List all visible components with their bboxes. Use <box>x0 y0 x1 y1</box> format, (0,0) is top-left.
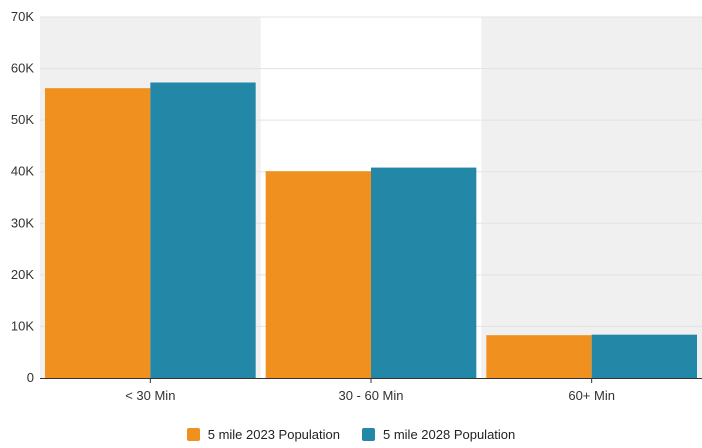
x-axis: < 30 Min 30 - 60 Min 60+ Min <box>40 378 702 403</box>
bar[interactable] <box>371 167 477 378</box>
legend: 5 mile 2023 Population 5 mile 2028 Popul… <box>0 424 702 444</box>
y-axis: 0 10K 20K 30K 40K 50K 60K 70K <box>11 9 34 385</box>
y-tick-label: 30K <box>11 215 34 230</box>
bar[interactable] <box>150 82 256 378</box>
bar[interactable] <box>45 88 151 378</box>
y-tick-label: 0 <box>27 370 34 385</box>
y-tick-label: 60K <box>11 61 34 76</box>
x-tick-label: 60+ Min <box>568 388 615 403</box>
y-tick-label: 50K <box>11 112 34 127</box>
legend-label-2028: 5 mile 2028 Population <box>383 426 516 442</box>
category-band <box>481 17 702 378</box>
legend-swatch-2028 <box>362 427 375 441</box>
legend-swatch-2023 <box>186 427 200 441</box>
bar[interactable] <box>591 334 697 378</box>
x-tick-label: 30 - 60 Min <box>338 388 403 403</box>
y-tick-label: 10K <box>11 318 34 333</box>
x-tick-label: < 30 Min <box>125 388 175 403</box>
y-tick-label: 70K <box>11 9 34 24</box>
legend-label-2023: 5 mile 2023 Population <box>207 426 340 442</box>
bar-chart: 0 10K 20K 30K 40K 50K 60K 70K < 30 Min 30 - 60 M… <box>11 9 702 403</box>
legend-item-2028[interactable]: 5 mile 2028 Population <box>362 427 515 442</box>
y-tick-label: 20K <box>11 267 34 282</box>
bars <box>45 82 697 378</box>
y-tick-label: 40K <box>11 164 34 179</box>
legend-item-2023[interactable]: 5 mile 2023 Population <box>186 426 340 442</box>
bar[interactable] <box>486 335 592 378</box>
bar[interactable] <box>265 171 371 378</box>
